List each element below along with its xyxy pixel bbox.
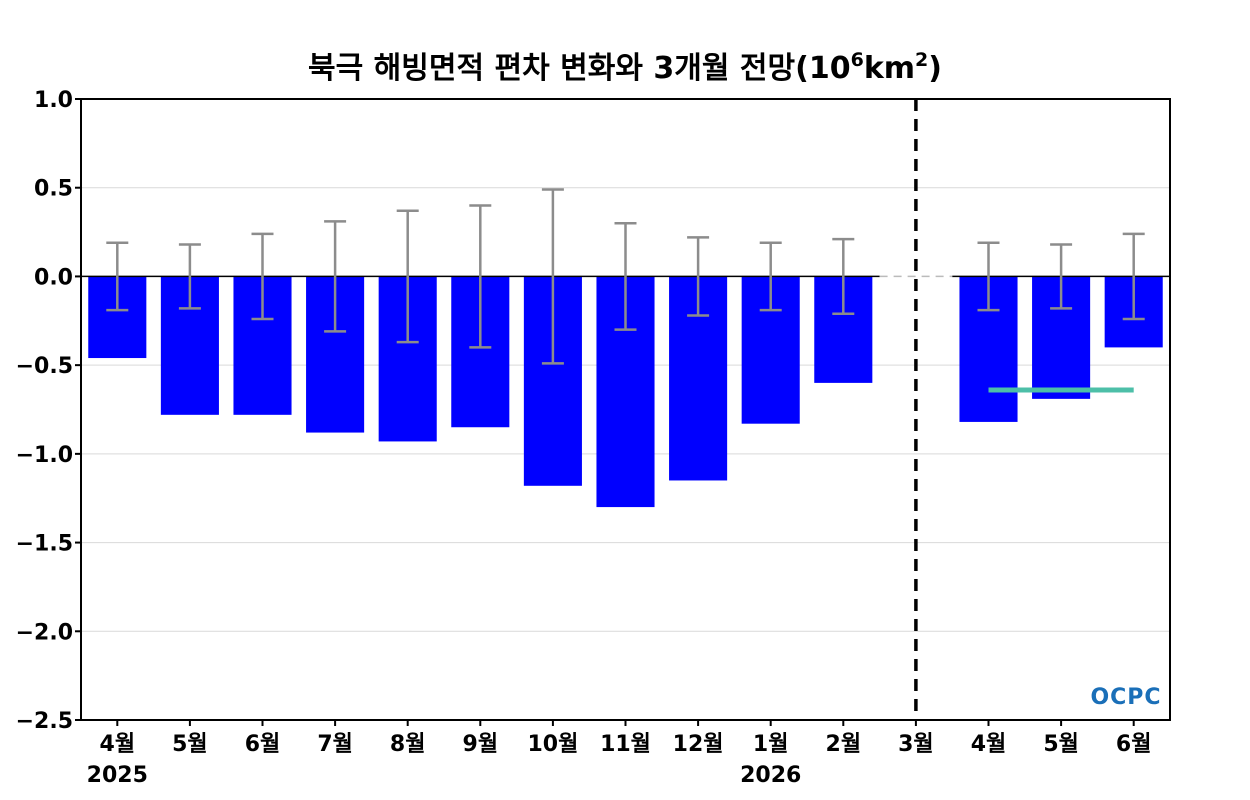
forecast-markers	[914, 99, 1134, 720]
title-unit: km	[864, 51, 915, 86]
error-bars	[106, 188, 1145, 365]
bars	[88, 276, 1163, 508]
y-tick-label: 0.0	[34, 265, 73, 290]
y-tick-label: −1.5	[16, 532, 73, 557]
x-tick-label: 2월	[826, 732, 862, 757]
x-tick-label: 5월	[172, 732, 208, 757]
x-tick-label: 1월	[753, 732, 789, 757]
title-exponent-1: 6	[851, 49, 864, 71]
x-tick-label: 4월	[971, 732, 1007, 757]
x-tick-label: 4월	[100, 732, 136, 757]
x-tick-label: 10월	[527, 732, 578, 757]
title-close: )	[928, 51, 942, 86]
axes	[75, 98, 1171, 726]
y-tick-label: −1.0	[16, 443, 73, 468]
x-tick-label: 8월	[390, 732, 426, 757]
y-tick-label: −0.5	[16, 354, 73, 379]
y-tick-label: 0.5	[34, 177, 73, 202]
y-tick-label: −2.5	[16, 709, 73, 734]
year-label: 2025	[87, 763, 148, 788]
title-exponent-2: 2	[915, 49, 928, 71]
x-tick-label: 7월	[317, 732, 353, 757]
x-tick-label: 5월	[1043, 732, 1079, 757]
x-tick-label: 12월	[673, 732, 724, 757]
year-label: 2026	[740, 763, 801, 788]
y-tick-label: 1.0	[34, 88, 73, 113]
x-tick-label: 6월	[1116, 732, 1152, 757]
ocpc-logo: OCPC	[1090, 685, 1161, 710]
tick-labels: 1.0 0.5 0.0 −0.5 −1.0 −1.5 −2.0 −2.5 4월 5월 6월 7월 8월 9…	[16, 88, 1152, 788]
y-tick-label: −2.0	[16, 620, 73, 645]
x-tick-label: 9월	[463, 732, 499, 757]
x-tick-label: 6월	[245, 732, 281, 757]
chart-title: 북극 해빙면적 편차 변화와 3개월 전망(106km2)	[308, 49, 942, 86]
x-tick-label: 11월	[600, 732, 651, 757]
ocpc-logo-text: OCPC	[1090, 685, 1161, 710]
title-main: 북극 해빙면적 편차 변화와 3개월 전망(10	[308, 51, 851, 86]
x-tick-label: 3월	[898, 732, 934, 757]
